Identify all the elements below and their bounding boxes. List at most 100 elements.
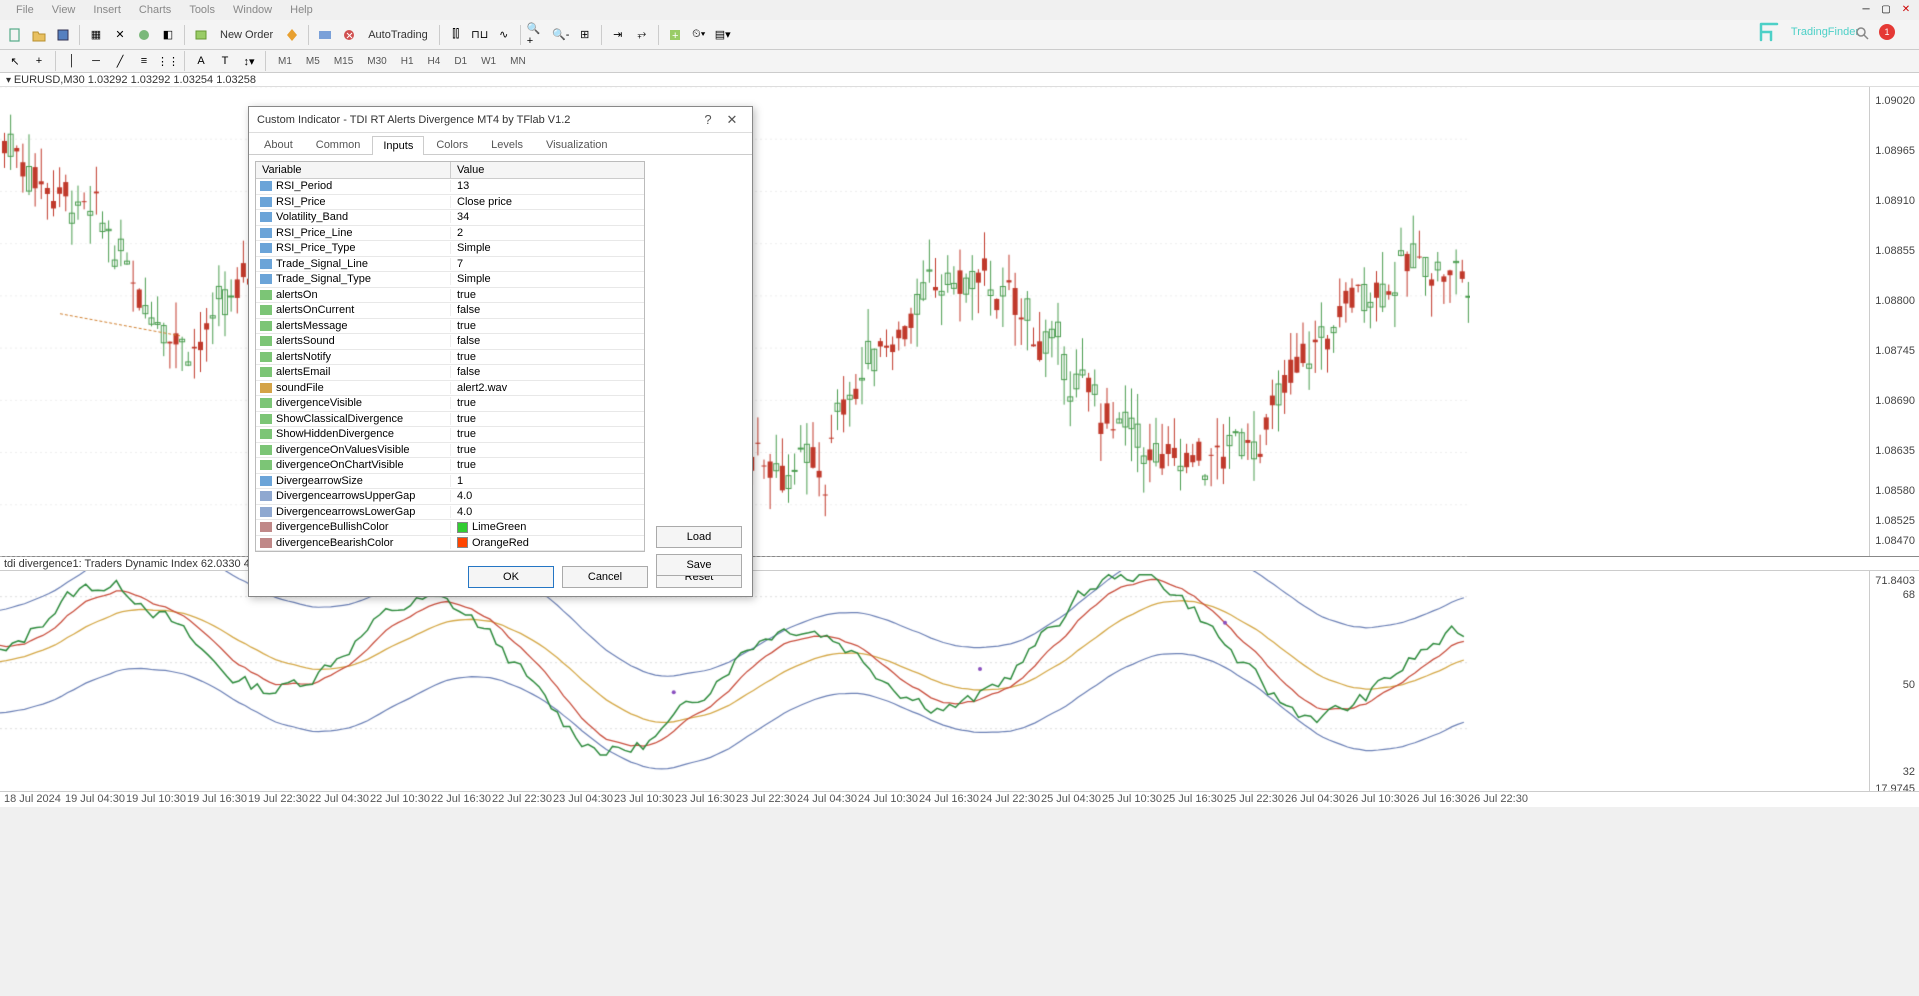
nav-icon[interactable]: ◧ [157,24,179,46]
menu-tools[interactable]: Tools [181,2,223,18]
timeframe-M30[interactable]: M30 [360,53,393,70]
fib-icon[interactable]: ⋮⋮ [157,50,179,72]
minimize-icon[interactable]: ─ [1857,2,1875,16]
template-icon[interactable]: ▤▾ [712,24,734,46]
param-row[interactable]: alertsNotifytrue [256,350,644,366]
zoom-in-icon[interactable]: 🔍+ [526,24,548,46]
new-order-icon[interactable] [190,24,212,46]
file-new-icon[interactable] [4,24,26,46]
timeframe-W1[interactable]: W1 [474,53,503,70]
autotrading-icon[interactable] [338,24,360,46]
bar-chart-icon[interactable]: ⫿⫿ [445,24,467,46]
ok-button[interactable]: OK [468,566,554,588]
autotrading-label[interactable]: AutoTrading [362,27,434,43]
timeframe-M5[interactable]: M5 [299,53,327,70]
meta-icon[interactable] [281,24,303,46]
param-name: divergenceVisible [276,397,362,409]
timeframe-H4[interactable]: H4 [421,53,448,70]
param-row[interactable]: DivergencearrowsUpperGap4.0 [256,489,644,505]
scroll-icon[interactable]: ⥅ [631,24,653,46]
label-icon[interactable]: T [214,50,236,72]
tab-inputs[interactable]: Inputs [372,136,424,155]
zoom-out-icon[interactable]: 🔍- [550,24,572,46]
param-row[interactable]: soundFilealert2.wav [256,381,644,397]
timeframe-D1[interactable]: D1 [447,53,474,70]
param-row[interactable]: divergenceOnChartVisibletrue [256,458,644,474]
new-order-label[interactable]: New Order [214,27,279,43]
menu-insert[interactable]: Insert [85,2,129,18]
param-row[interactable]: RSI_Price_Line2 [256,226,644,242]
timeframe-H1[interactable]: H1 [394,53,421,70]
arrows-icon[interactable]: ↕▾ [238,50,260,72]
line-chart-icon[interactable]: ∿ [493,24,515,46]
menu-file[interactable]: File [8,2,42,18]
param-name: ShowClassicalDivergence [276,413,403,425]
crosshair-icon[interactable]: + [28,50,50,72]
menu-help[interactable]: Help [282,2,321,18]
search-icon[interactable] [1855,26,1869,40]
param-name: soundFile [276,382,324,394]
shift-icon[interactable]: ⇥ [607,24,629,46]
channel-icon[interactable]: ≡ [133,50,155,72]
param-row[interactable]: alertsMessagetrue [256,319,644,335]
param-row[interactable]: Trade_Signal_Line7 [256,257,644,273]
timeframe-MN[interactable]: MN [503,53,533,70]
tab-visualization[interactable]: Visualization [535,135,619,154]
param-row[interactable]: alertsOntrue [256,288,644,304]
tab-common[interactable]: Common [305,135,372,154]
folder-icon[interactable] [28,24,50,46]
indicator-chart[interactable]: 71.840368503217.9745 [0,571,1919,791]
param-row[interactable]: Volatility_Band34 [256,210,644,226]
save-icon[interactable] [52,24,74,46]
param-row[interactable]: divergenceVisibletrue [256,396,644,412]
tile-icon[interactable]: ⊞ [574,24,596,46]
notification-badge[interactable]: 1 [1879,24,1895,40]
param-row[interactable]: alertsEmailfalse [256,365,644,381]
save-button[interactable]: Save [656,554,742,576]
tab-levels[interactable]: Levels [480,135,534,154]
load-button[interactable]: Load [656,526,742,548]
param-row[interactable]: ShowHiddenDivergencetrue [256,427,644,443]
param-row[interactable]: DivergearrowSize1 [256,474,644,490]
vline-icon[interactable]: │ [61,50,83,72]
param-row[interactable]: DivergencearrowsLowerGap4.0 [256,505,644,521]
timeframe-M15[interactable]: M15 [327,53,360,70]
menu-window[interactable]: Window [225,2,280,18]
market-icon[interactable] [133,24,155,46]
cross-icon[interactable]: ✕ [109,24,131,46]
menu-charts[interactable]: Charts [131,2,179,18]
text-icon[interactable]: A [190,50,212,72]
maximize-icon[interactable]: ▢ [1877,2,1895,16]
param-row[interactable]: alertsSoundfalse [256,334,644,350]
dialog-titlebar[interactable]: Custom Indicator - TDI RT Alerts Diverge… [249,107,752,133]
param-row[interactable]: alertsOnCurrentfalse [256,303,644,319]
param-row[interactable]: RSI_PriceClose price [256,195,644,211]
help-icon[interactable]: ? [696,110,720,130]
param-row[interactable]: ShowClassicalDivergencetrue [256,412,644,428]
close-window-icon[interactable]: ✕ [1897,2,1915,16]
profile-icon[interactable]: ▦ [85,24,107,46]
cancel-button[interactable]: Cancel [562,566,648,588]
expert-icon[interactable] [314,24,336,46]
tab-about[interactable]: About [253,135,304,154]
param-row[interactable]: RSI_Price_TypeSimple [256,241,644,257]
param-row[interactable]: Trade_Signal_TypeSimple [256,272,644,288]
hline-icon[interactable]: ─ [85,50,107,72]
param-name: alertsOn [276,289,318,301]
param-name: alertsSound [276,335,335,347]
period-icon[interactable]: ⏲▾ [688,24,710,46]
param-row[interactable]: divergenceBearishColorOrangeRed [256,536,644,552]
param-row[interactable]: divergenceBullishColorLimeGreen [256,520,644,536]
timeframe-M1[interactable]: M1 [271,53,299,70]
param-row[interactable]: RSI_Period13 [256,179,644,195]
param-name: Trade_Signal_Type [276,273,371,285]
indicator-icon[interactable]: + [664,24,686,46]
menu-view[interactable]: View [44,2,84,18]
candle-chart-icon[interactable]: ⊓⊔ [469,24,491,46]
param-row[interactable]: divergenceOnValuesVisibletrue [256,443,644,459]
trendline-icon[interactable]: ╱ [109,50,131,72]
cursor-icon[interactable]: ↖ [4,50,26,72]
close-icon[interactable]: ✕ [720,110,744,130]
tab-colors[interactable]: Colors [425,135,479,154]
indicator-dialog: Custom Indicator - TDI RT Alerts Diverge… [248,106,753,597]
